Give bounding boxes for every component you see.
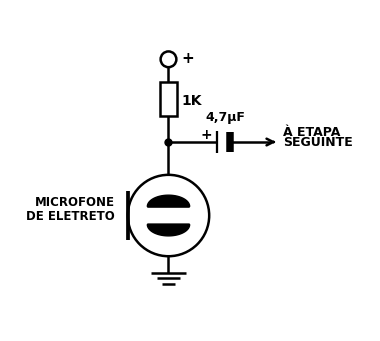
Text: +: + xyxy=(200,128,212,142)
Polygon shape xyxy=(147,195,190,207)
Text: 1K: 1K xyxy=(182,94,202,108)
Bar xyxy=(160,81,177,116)
Text: MICROFONE: MICROFONE xyxy=(35,196,115,209)
Polygon shape xyxy=(147,224,190,236)
Text: 4,7μF: 4,7μF xyxy=(205,111,245,124)
Text: À ETAPA: À ETAPA xyxy=(283,125,341,138)
Text: +: + xyxy=(181,51,194,66)
Text: DE ELETRETO: DE ELETRETO xyxy=(26,210,115,223)
Text: SEGUINTE: SEGUINTE xyxy=(283,136,353,149)
